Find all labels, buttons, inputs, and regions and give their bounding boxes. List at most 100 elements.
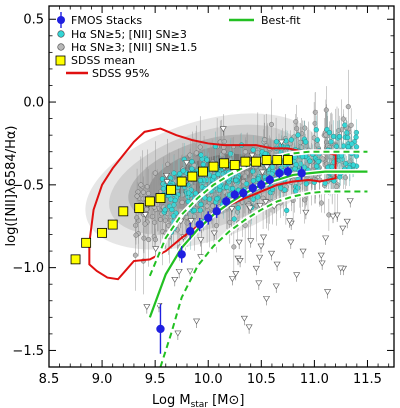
scatter-point-cyan (197, 177, 204, 183)
legend-label-gray: Hα SN≥3; [NII] SN≥1.5 (71, 41, 197, 54)
sdss-mean-point (166, 184, 176, 195)
x-tick-label: 10.5 (247, 372, 276, 387)
plot-frame (48, 5, 395, 368)
scatter-point-cyan (169, 206, 175, 213)
scatter-point-cyan (307, 158, 313, 164)
scatter-point-gray (342, 175, 348, 181)
y-tick-label: −1.0 (12, 261, 44, 276)
upper-limit-point (143, 304, 151, 311)
x-axis-label-unit: [M⊙] (212, 393, 244, 408)
upper-limit-point (272, 283, 280, 290)
legend-fmos-marker (57, 16, 65, 24)
scatter-point-gray (142, 221, 148, 227)
upper-limit-point (318, 260, 326, 267)
scatter-point-gray (144, 184, 150, 190)
upper-limit-point (187, 218, 195, 225)
scatter-point-gray (302, 197, 308, 203)
sdss-mean-point (107, 219, 118, 230)
legend: FMOS Stacks Hα SN≥5; [NII] SN≥3 Hα SN≥3;… (55, 12, 301, 80)
y-tick-label: −1.5 (12, 344, 44, 359)
scatter-point-cyan (186, 190, 192, 196)
scatter-point-gray (221, 149, 227, 155)
upper-limit-point (163, 179, 171, 186)
scatter-point-gray (302, 125, 308, 131)
scatter-point-gray (152, 170, 158, 176)
fmos-stack-point (239, 188, 248, 198)
scatter-point-gray (213, 223, 219, 229)
scatter-point-gray (187, 152, 193, 158)
upper-limit-point (263, 164, 271, 171)
scatter-point-gray (320, 156, 326, 162)
scatter-point-gray (194, 150, 200, 156)
scatter-point-cyan (282, 187, 288, 193)
upper-limit-point (193, 318, 201, 325)
scatter-point-cyan (314, 137, 320, 143)
scatter-point-cyan (353, 144, 360, 150)
upper-limit-point (171, 277, 179, 283)
scatter-point-gray (197, 144, 203, 150)
scatter-point-cyan (235, 205, 241, 211)
upper-limit-point (262, 296, 271, 302)
scatter-point-cyan (250, 168, 256, 175)
scatter-point-cyan (171, 170, 177, 176)
x-tick-label: 9.0 (92, 372, 113, 387)
upper-limit-point (299, 248, 307, 255)
scatter-point-cyan (315, 159, 321, 165)
fmos-stack-point (185, 227, 195, 236)
scatter-point-gray (334, 184, 340, 190)
sdss-mean-point (144, 196, 155, 207)
scatter-point-gray (227, 219, 233, 225)
sdss-mean-point (134, 203, 145, 213)
upper-limit-point (232, 270, 240, 277)
y-axis-label: log([NII]λ6584/Hα) (4, 126, 19, 247)
scatter-point-cyan (333, 143, 340, 150)
upper-limit-point (174, 330, 182, 337)
scatter-point-gray (312, 109, 318, 115)
scatter-point-cyan (330, 133, 337, 140)
legend-item-gray: Hα SN≥3; [NII] SN≥1.5 (57, 41, 197, 54)
scatter-point-gray (268, 121, 274, 127)
upper-limit-point (256, 254, 264, 261)
mean-and-stack-markers (70, 155, 306, 354)
sdss-mean-point (282, 155, 293, 165)
scatter-point-cyan (342, 122, 348, 128)
scatter-point-cyan (250, 178, 256, 184)
scatter-point-cyan (170, 213, 177, 219)
scatter-point-cyan (180, 168, 186, 174)
scatter-point-cyan (344, 130, 350, 136)
bestfit-lower-line (159, 190, 368, 367)
upper-limit-point (197, 237, 205, 244)
upper-limit-point (337, 265, 345, 272)
sdss-mean-point (198, 166, 208, 177)
upper-limit-point (246, 205, 254, 212)
upper-limit-point (252, 265, 260, 272)
sdss-mean-point (118, 206, 129, 217)
y-tick-label: 0.5 (23, 13, 44, 28)
scatter-point-cyan (284, 207, 290, 214)
upper-limit-point (219, 126, 227, 133)
fmos-stack-point (283, 167, 293, 176)
fmos-stack-point (265, 175, 274, 185)
upper-limit-point (175, 268, 183, 275)
scatter-point-cyan (202, 195, 208, 201)
scatter-point-gray (179, 199, 185, 205)
x-tick-label: 10.0 (194, 372, 223, 387)
upper-limit-point (339, 225, 347, 232)
sdss-mean-point (208, 161, 219, 172)
scatter-point-gray (134, 193, 140, 199)
x-axis-label-sub: star (191, 400, 209, 408)
upper-limit-point (260, 234, 268, 241)
x-axis-label: Log Mstar [M⊙] (152, 393, 244, 408)
legend-item-sdss-mean: SDSS mean (55, 54, 135, 67)
scatter-point-cyan (295, 132, 301, 138)
upper-limit-point (152, 246, 160, 253)
fmos-stack-point (275, 169, 284, 178)
fmos-stack-point (177, 250, 186, 259)
x-tick-label: 11.0 (300, 372, 329, 387)
scatter-point-cyan (345, 144, 351, 150)
scatter-point-gray (262, 137, 268, 143)
sdss-mean-point (97, 227, 107, 238)
fmos-stack-point (222, 197, 231, 206)
legend-label-sdss-mean: SDSS mean (71, 54, 135, 67)
